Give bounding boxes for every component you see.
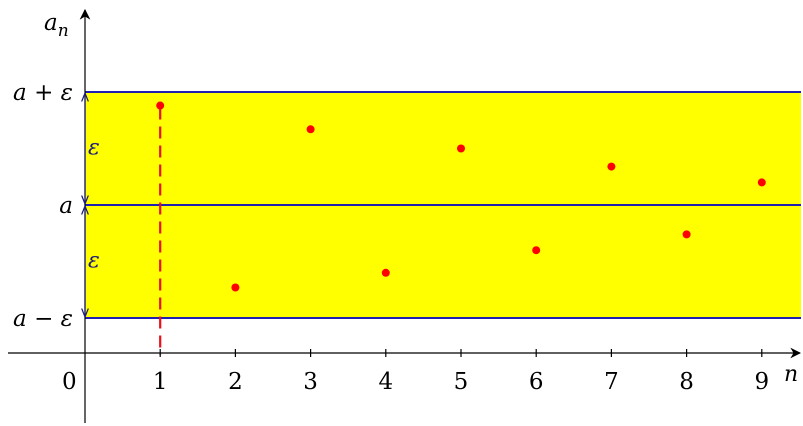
x-tick-label-6: 6 [529,369,544,395]
x-tick-label-2: 2 [228,369,243,395]
x-tick-marks [159,349,763,357]
x-tick-label-5: 5 [454,369,469,395]
limit-label: a [59,193,73,219]
origin-label: 0 [62,369,77,395]
point-n1 [156,101,165,110]
epsilon-label-upper: ε [88,136,100,161]
point-n5 [457,144,465,153]
point-n4 [381,268,390,277]
x-tick-labels: 1 2 3 4 5 6 7 8 9 [153,369,769,395]
sequence-points [156,101,766,292]
y-axis-label: an [44,10,69,41]
x-tick-label-3: 3 [303,369,318,395]
x-tick-label-7: 7 [604,369,619,395]
point-n6 [532,246,541,255]
x-axis-label: n [784,362,798,387]
x-tick-label-8: 8 [679,369,694,395]
x-tick-label-4: 4 [378,369,393,395]
lower-bound-label: a − ε [13,306,73,332]
point-n9 [757,178,766,187]
point-n8 [682,230,691,239]
point-n7 [607,162,616,171]
x-tick-label-9: 9 [754,369,769,395]
x-tick-label-1: 1 [153,369,168,395]
point-n2 [231,283,240,292]
epsilon-label-lower: ε [88,249,100,274]
point-n3 [306,125,315,134]
upper-bound-label: a + ε [13,80,73,106]
